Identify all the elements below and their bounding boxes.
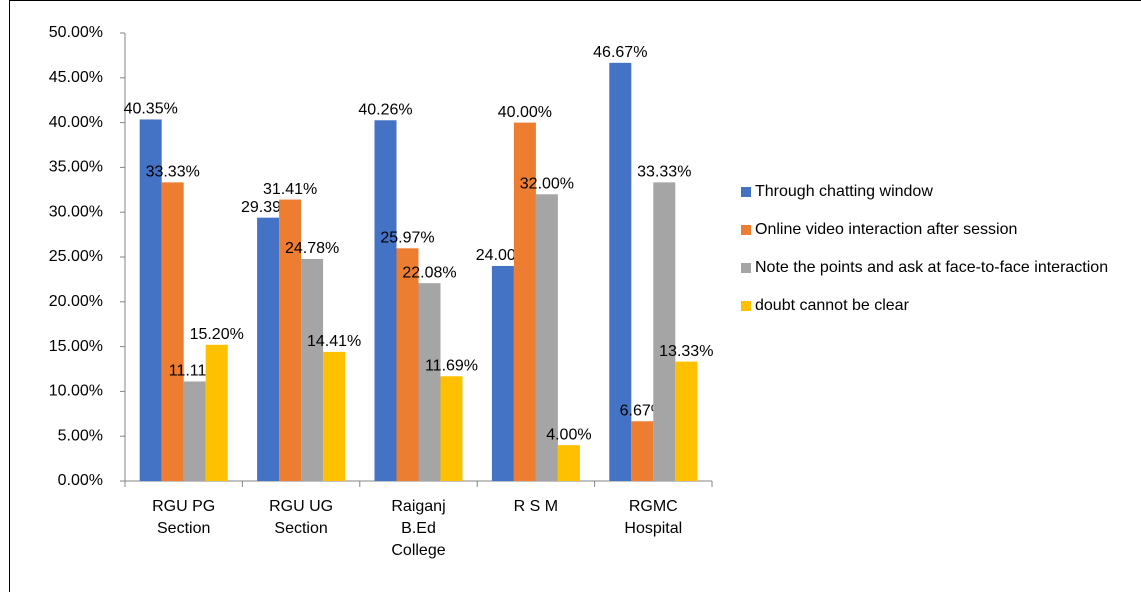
legend-item: Note the points and ask at face-to-face … [741, 254, 1111, 282]
x-tick-label: R S M [513, 498, 559, 515]
bar [675, 361, 698, 481]
legend-label: doubt cannot be clear [755, 297, 909, 314]
bar [396, 248, 419, 481]
data-label: 32.00% [520, 175, 574, 192]
data-label: 14.41% [307, 333, 361, 350]
bar [631, 421, 654, 481]
y-tick-label: 50.00% [49, 24, 103, 41]
legend-swatch [741, 225, 751, 235]
bar [279, 199, 302, 481]
y-tick-label: 0.00% [58, 472, 103, 489]
bar [535, 194, 558, 481]
bar [609, 62, 632, 482]
y-tick-label: 10.00% [49, 383, 103, 400]
data-label: 22.08% [402, 264, 456, 281]
bar [301, 258, 324, 481]
y-tick-label: 15.00% [49, 338, 103, 355]
data-label: 31.41% [263, 181, 317, 198]
legend-label: Through chatting window [755, 183, 933, 200]
y-tick-label: 20.00% [49, 293, 103, 310]
legend-swatch [741, 263, 751, 273]
bar [183, 381, 206, 481]
bar [323, 351, 346, 481]
y-tick-label: 30.00% [49, 203, 103, 220]
bar [139, 119, 162, 482]
data-label: 15.20% [190, 326, 244, 343]
x-tick-label: RGU UG Section [269, 498, 334, 537]
bar [491, 265, 514, 481]
y-tick-label: 5.00% [58, 427, 103, 444]
x-tick-label: RGMC Hospital [624, 498, 683, 537]
frame [9, 0, 1141, 592]
legend-swatch [741, 301, 751, 311]
data-label: 24.78% [285, 240, 339, 257]
data-label: 33.33% [637, 164, 691, 181]
x-tick-label: RGU PG Section [152, 498, 216, 537]
data-label: 40.26% [358, 101, 412, 118]
legend-item: doubt cannot be clear [741, 292, 1111, 320]
bar [374, 120, 397, 482]
legend-item: Online video interaction after session [741, 216, 1111, 244]
bar [205, 344, 228, 481]
bar [653, 182, 676, 481]
data-label: 4.00% [546, 426, 591, 443]
data-label: 40.35% [124, 101, 178, 118]
x-tick-label: Raiganj B.Ed College [391, 498, 446, 559]
bar [513, 122, 536, 481]
data-label: 40.00% [498, 104, 552, 121]
y-tick-label: 40.00% [49, 114, 103, 131]
data-label: 11.69% [425, 357, 478, 374]
data-label: 25.97% [380, 230, 434, 247]
legend: Through chatting window Online video inte… [741, 178, 1111, 330]
bar [257, 217, 280, 482]
y-tick-label: 45.00% [49, 69, 103, 86]
data-label: 13.33% [659, 343, 713, 360]
bar [418, 283, 441, 481]
legend-label: Online video interaction after session [755, 221, 1018, 238]
y-tick-label: 35.00% [49, 159, 103, 176]
legend-swatch [741, 187, 751, 197]
bar [161, 182, 184, 481]
y-tick-label: 25.00% [49, 248, 103, 265]
legend-item: Through chatting window [741, 178, 1111, 206]
data-label: 46.67% [593, 44, 647, 61]
legend-label: Note the points and ask at face-to-face … [755, 259, 1109, 276]
bar [440, 376, 463, 481]
data-label: 33.33% [146, 164, 200, 181]
bar [557, 445, 580, 481]
